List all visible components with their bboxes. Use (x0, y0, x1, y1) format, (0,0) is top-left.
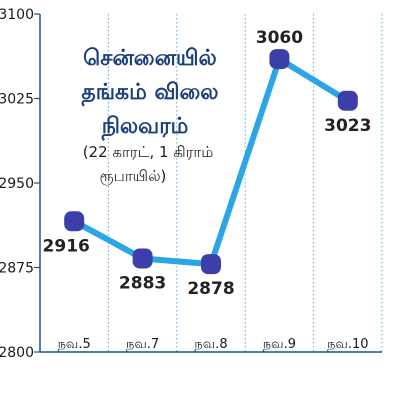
subtitle-line-1: (22 காரட், 1 கிராம் (83, 143, 214, 161)
series-layer (64, 49, 358, 275)
x-tick-label-0: நவ.5 (58, 337, 91, 352)
data-point-0 (64, 211, 85, 232)
data-label-0: 2916 (43, 236, 90, 256)
grid-layer (107, 14, 383, 352)
data-point-1 (132, 248, 153, 269)
data-label-3: 3060 (256, 28, 303, 48)
data-label-layer: 2916 2883 2878 3060 3023 (43, 28, 372, 299)
data-point-2 (201, 254, 221, 275)
title-line-2: தங்கம் விலை (81, 80, 218, 107)
x-tick-label-3: நவ.9 (263, 337, 296, 352)
data-label-2: 2878 (187, 279, 234, 299)
axis-layer: 2800 2875 2950 3025 3100 நவ.5 நவ.7 நவ.8 நவ.9 நவ.1… (0, 7, 382, 361)
title-block: சென்னையில் தங்கம் விலை நிலவரம் (22 காரட்… (81, 46, 218, 185)
data-label-4: 3023 (324, 116, 371, 136)
y-tick-label-4: 3100 (0, 7, 34, 23)
x-tick-label-2: நவ.8 (194, 337, 227, 352)
data-label-1: 2883 (119, 273, 166, 293)
title-line-1: சென்னையில் (83, 46, 217, 71)
subtitle-line-2: ரூபாயில்) (100, 167, 167, 185)
title-line-3: நிலவரம் (101, 114, 189, 141)
y-tick-label-1: 2875 (0, 261, 34, 277)
y-tick-label-0: 2800 (0, 345, 34, 361)
data-point-3 (269, 49, 290, 70)
y-tick-label-2: 2950 (0, 176, 34, 192)
data-point-4 (337, 90, 358, 111)
y-tick-label-3: 3025 (0, 92, 34, 108)
x-tick-label-1: நவ.7 (126, 337, 159, 352)
x-tick-label-4: நவ.10 (327, 337, 368, 352)
